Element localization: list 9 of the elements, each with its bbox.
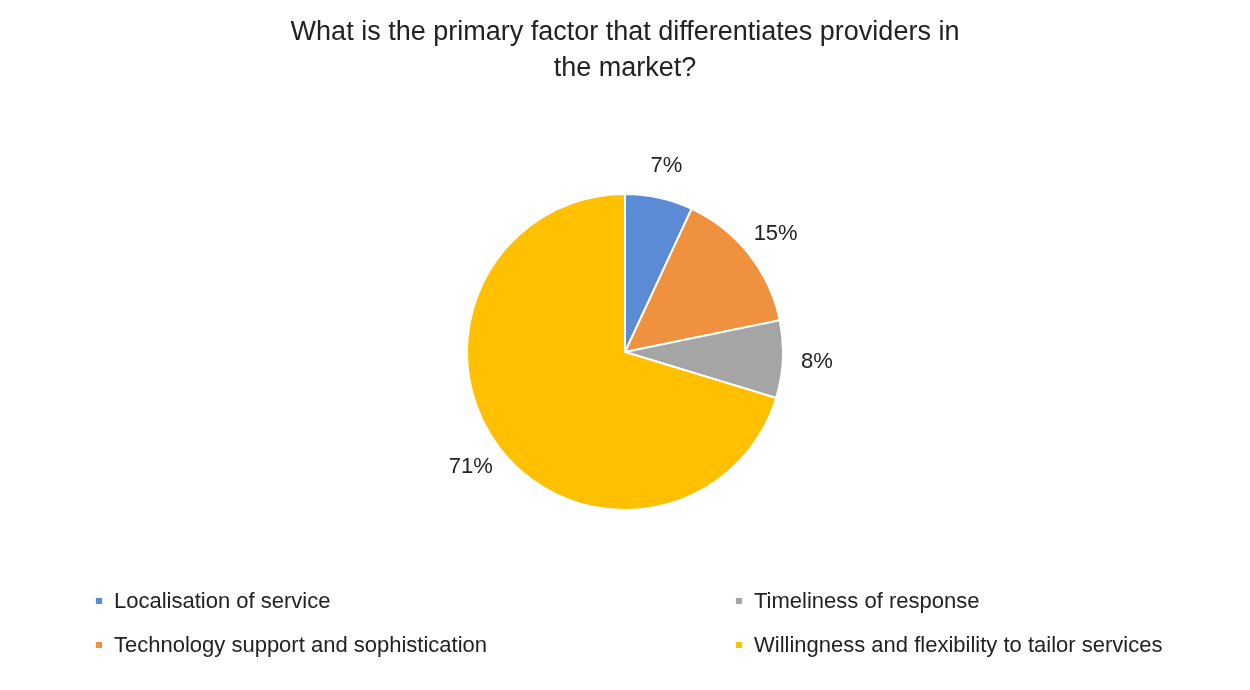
legend-label: Localisation of service <box>114 588 331 613</box>
data-label: 71% <box>448 453 493 479</box>
data-label: 7% <box>650 151 683 177</box>
legend-label: Timeliness of response <box>754 588 980 613</box>
chart-title: What is the primary factor that differentiates providers in the market? <box>290 16 960 82</box>
legend-label: Technology support and sophistication <box>114 632 488 657</box>
data-label: 8% <box>800 347 833 373</box>
legend-label: Willingness and flexibility to tailor services <box>754 632 1163 657</box>
data-label: 15% <box>753 219 798 245</box>
